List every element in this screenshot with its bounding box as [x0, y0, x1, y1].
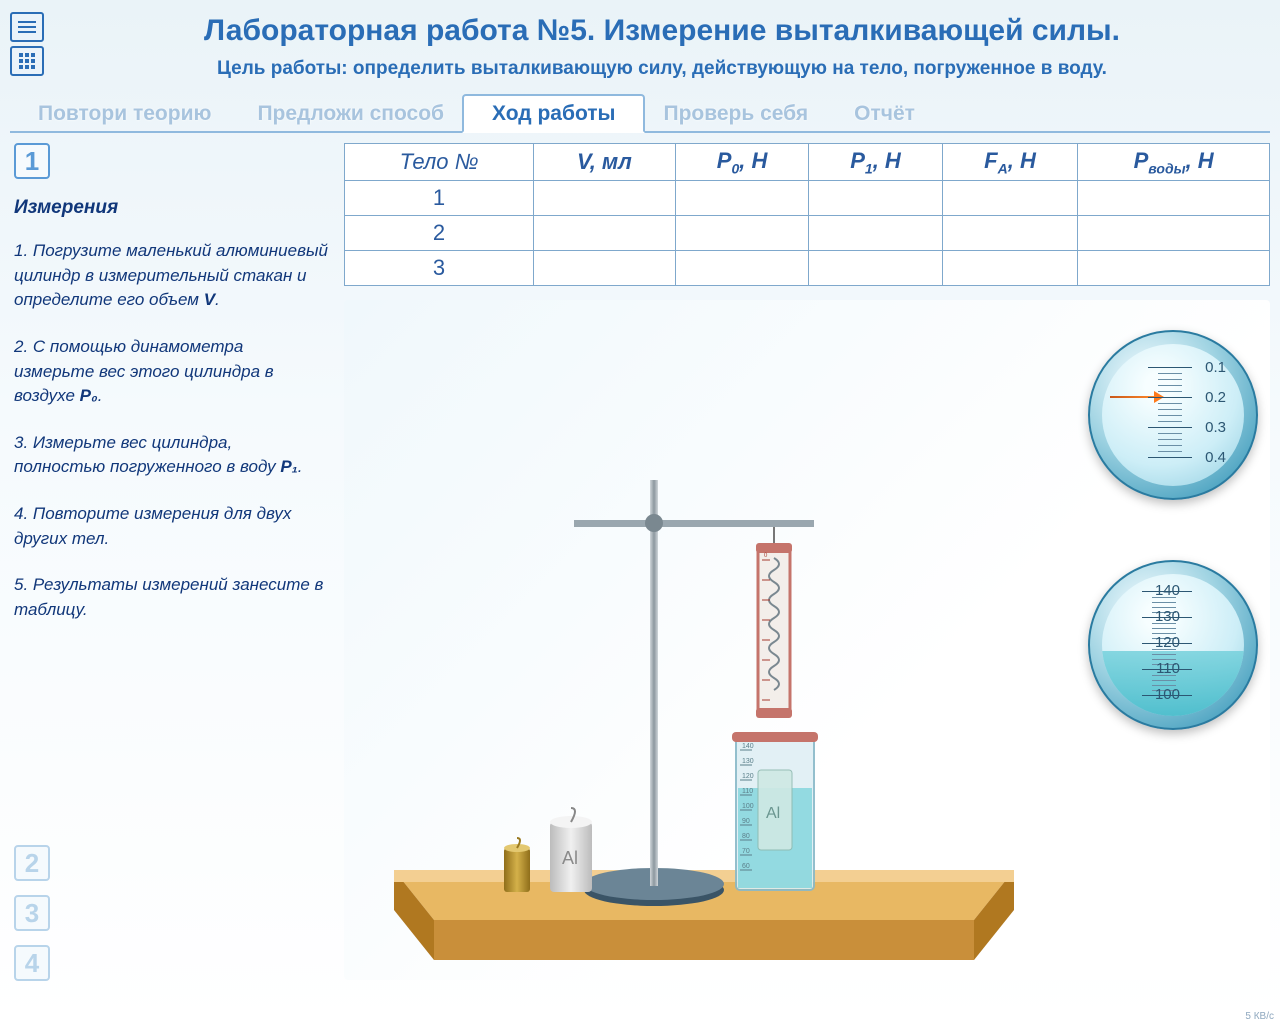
table-header-row: Тело №V, млP0, HP1, HFA, HPводы, H: [345, 144, 1270, 181]
instruction-3: 3. Измерьте вес цилиндра, полностью погр…: [14, 431, 328, 480]
beaker-zoom[interactable]: 140130120110100: [1088, 560, 1258, 730]
cell-0-5[interactable]: [1078, 181, 1270, 216]
svg-text:80: 80: [742, 833, 750, 840]
col-2: P0, H: [675, 144, 808, 181]
header-bar: Лабораторная работа №5. Измерение выталк…: [0, 0, 1280, 82]
menu-icon[interactable]: [10, 12, 44, 42]
cell-1-1[interactable]: [534, 216, 676, 251]
weight-al-label: Al: [562, 848, 578, 868]
table-body: 123: [345, 181, 1270, 286]
cell-0-4[interactable]: [942, 181, 1078, 216]
svg-text:90: 90: [742, 818, 750, 825]
col-5: Pводы, H: [1078, 144, 1270, 181]
window-controls: [1252, 35, 1262, 53]
cell-0-1[interactable]: [534, 181, 676, 216]
cell-1-4[interactable]: [942, 216, 1078, 251]
cell-2-0: 3: [345, 251, 534, 286]
dyn-mark: 0.1: [1205, 359, 1226, 376]
current-step-badge: 1: [14, 143, 50, 179]
cell-1-5[interactable]: [1078, 216, 1270, 251]
table-row: 1: [345, 181, 1270, 216]
tab-4[interactable]: Отчёт: [826, 96, 943, 131]
svg-text:100: 100: [742, 803, 754, 810]
cell-2-3[interactable]: [809, 251, 942, 286]
dyn-mark: 0.3: [1205, 419, 1226, 436]
submerged-label: Al: [766, 805, 780, 822]
work-area: Тело №V, млP0, HP1, HFA, HPводы, H 123: [344, 143, 1270, 993]
objective-text: Цель работы: определить выталкивающую си…: [84, 58, 1240, 80]
title-block: Лабораторная работа №5. Измерение выталк…: [84, 8, 1240, 80]
step-badge-3[interactable]: 3: [14, 895, 50, 931]
col-0: Тело №: [345, 144, 534, 181]
calculator-icon[interactable]: [10, 46, 44, 76]
svg-text:130: 130: [742, 758, 754, 765]
cell-1-2[interactable]: [675, 216, 808, 251]
instruction-list: 1. Погрузите маленький алюминиевый цилин…: [14, 239, 328, 623]
col-3: P1, H: [809, 144, 942, 181]
tab-3[interactable]: Проверь себя: [635, 96, 836, 131]
cell-1-3[interactable]: [809, 216, 942, 251]
cell-0-0: 1: [345, 181, 534, 216]
instruction-1: 1. Погрузите маленький алюминиевый цилин…: [14, 239, 328, 313]
status-text: 5 КВ/с: [1245, 1011, 1274, 1022]
simulation-area[interactable]: 0 Al 14013012011010090807060: [344, 300, 1270, 980]
instructions-panel: 1 Измерения 1. Погрузите маленький алюми…: [14, 143, 344, 993]
main-content: 1 Измерения 1. Погрузите маленький алюми…: [0, 133, 1280, 993]
cell-0-3[interactable]: [809, 181, 942, 216]
step-nav: 2 3 4: [14, 845, 50, 989]
left-tool-icons: [10, 12, 44, 76]
dynamometer-scale: 0.1 0.2 0.3 0.4: [1118, 355, 1228, 475]
instruction-4: 4. Повторите измерения для двух других т…: [14, 502, 328, 551]
instruction-2: 2. С помощью динамометра измерьте вес эт…: [14, 335, 328, 409]
cell-1-0: 2: [345, 216, 534, 251]
cell-2-4[interactable]: [942, 251, 1078, 286]
col-1: V, мл: [534, 144, 676, 181]
step-badge-2[interactable]: 2: [14, 845, 50, 881]
step-badge-4[interactable]: 4: [14, 945, 50, 981]
cell-2-5[interactable]: [1078, 251, 1270, 286]
tab-2[interactable]: Ход работы: [462, 94, 645, 133]
svg-text:140: 140: [742, 743, 754, 750]
cell-0-2[interactable]: [675, 181, 808, 216]
instruction-5: 5. Результаты измерений занесите в табли…: [14, 573, 328, 622]
cell-2-2[interactable]: [675, 251, 808, 286]
col-4: FA, H: [942, 144, 1078, 181]
beaker-mark: 100: [1155, 686, 1180, 703]
apparatus-svg: 0 Al 14013012011010090807060: [374, 450, 1034, 970]
cell-2-1[interactable]: [534, 251, 676, 286]
results-table: Тело №V, млP0, HP1, HFA, HPводы, H 123: [344, 143, 1270, 286]
page-title: Лабораторная работа №5. Измерение выталк…: [84, 14, 1240, 48]
svg-text:70: 70: [742, 848, 750, 855]
step-title: Измерения: [14, 197, 328, 219]
dyn-mark: 0.2: [1205, 389, 1226, 406]
dyn-mark: 0.4: [1205, 449, 1226, 466]
svg-text:110: 110: [742, 788, 753, 795]
svg-text:60: 60: [742, 863, 750, 870]
beaker-scale: 140130120110100: [1118, 585, 1228, 705]
table-row: 3: [345, 251, 1270, 286]
tab-1[interactable]: Предложи способ: [229, 96, 472, 131]
dynamometer-zoom[interactable]: 0.1 0.2 0.3 0.4: [1088, 330, 1258, 500]
tab-0[interactable]: Повтори теорию: [10, 96, 239, 131]
table-row: 2: [345, 216, 1270, 251]
tab-bar: Повтори теориюПредложи способХод работыП…: [10, 94, 1270, 133]
svg-text:120: 120: [742, 773, 754, 780]
